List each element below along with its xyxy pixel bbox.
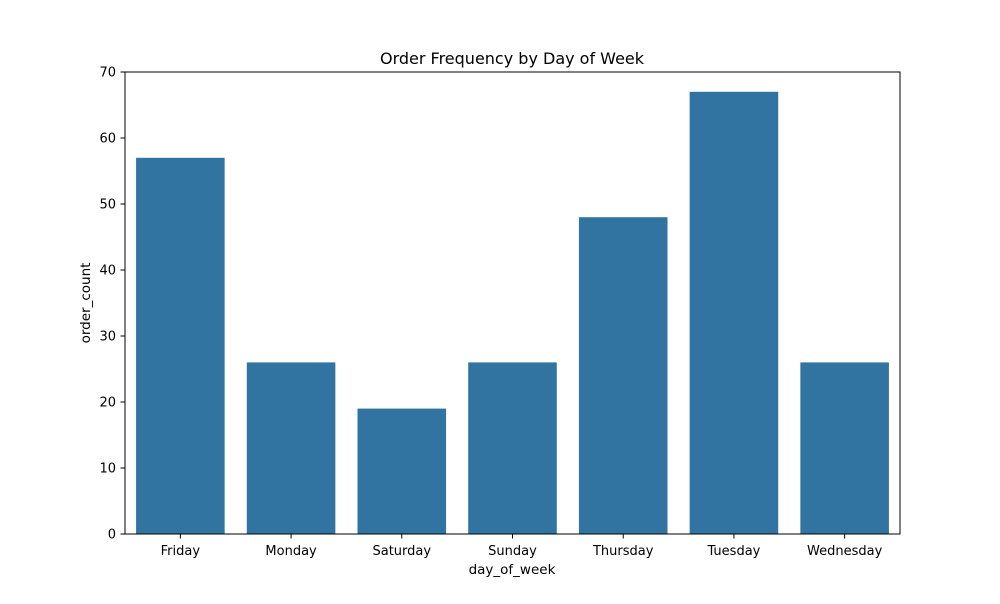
x-tick-label: Tuesday — [706, 544, 760, 559]
y-tick-label: 20 — [99, 396, 116, 411]
bar-sunday — [468, 362, 557, 534]
x-tick-label: Friday — [161, 544, 201, 559]
bar-tuesday — [690, 92, 779, 534]
bar-saturday — [358, 409, 447, 534]
y-tick-label: 10 — [99, 462, 116, 477]
y-tick-label: 70 — [99, 66, 116, 81]
y-tick-label: 50 — [99, 198, 116, 213]
x-tick-label: Monday — [265, 544, 317, 559]
bar-wednesday — [800, 362, 889, 534]
bar-monday — [247, 362, 336, 534]
y-axis-label: order_count — [78, 263, 94, 344]
bar-thursday — [579, 217, 668, 534]
x-tick-label: Thursday — [592, 544, 654, 559]
y-tick-label: 60 — [99, 132, 116, 147]
x-tick-label: Saturday — [372, 544, 431, 559]
x-axis-label: day_of_week — [469, 562, 556, 578]
x-tick-label: Wednesday — [807, 544, 883, 559]
y-tick-label: 40 — [99, 264, 116, 279]
y-tick-label: 30 — [99, 330, 116, 345]
bar-friday — [136, 158, 225, 534]
chart-title: Order Frequency by Day of Week — [380, 49, 645, 68]
x-tick-label: Sunday — [488, 544, 537, 559]
y-tick-label: 0 — [108, 528, 116, 543]
